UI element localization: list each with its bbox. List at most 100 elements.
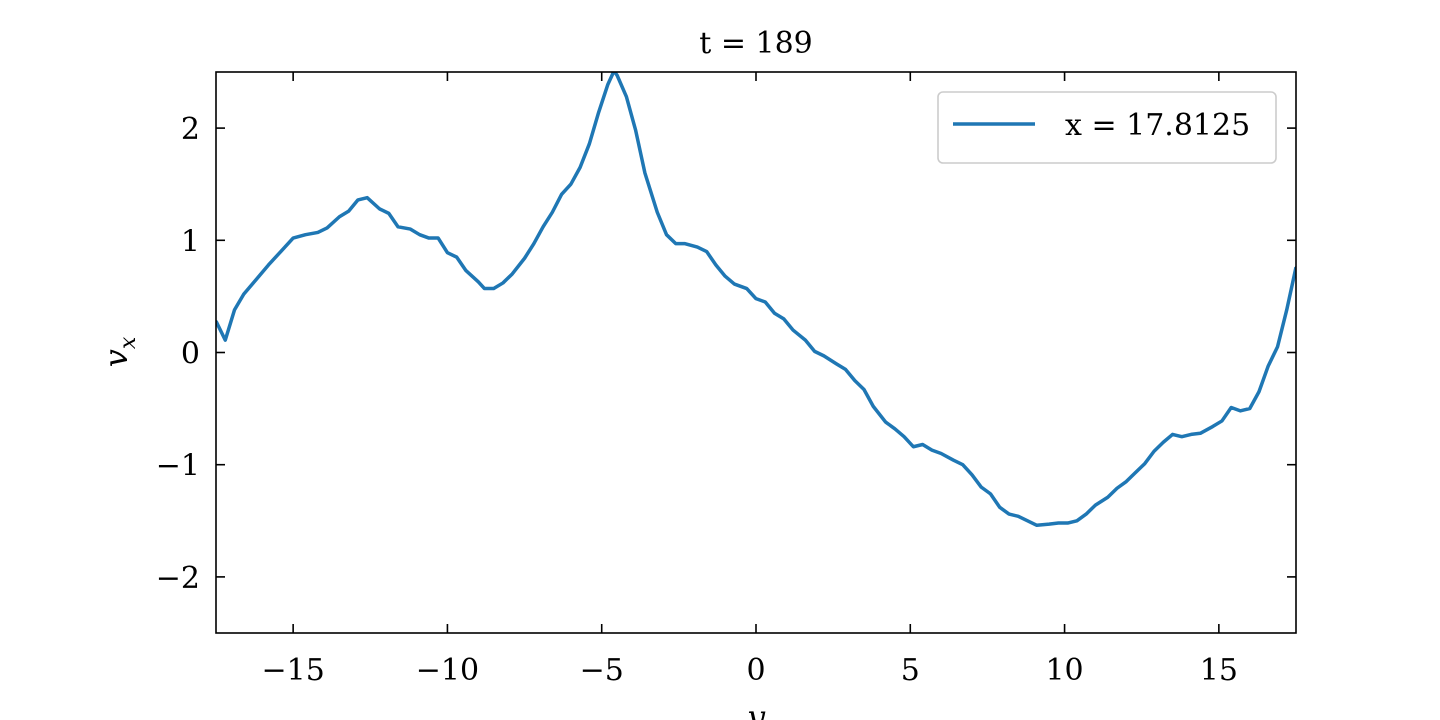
data-point [446,251,449,254]
x-axis: −15 −10 −5 0 5 10 15 [261,72,1238,688]
data-point [242,292,245,296]
legend-label: x = 17.8125 [1065,108,1250,143]
data-point [409,227,412,231]
data-point [492,287,495,290]
data-point [683,242,687,245]
data-point [588,142,591,146]
data-point [1017,515,1020,518]
data-point [1066,521,1069,525]
y-tick-label: 2 [181,112,200,147]
data-point [378,207,381,211]
x-tick-label: −10 [416,653,479,688]
data-point [1239,409,1242,413]
data-point [893,427,897,430]
data-point [884,420,887,424]
data-point [233,308,236,312]
data-point [791,328,795,332]
data-point [980,485,983,489]
y-axis-label-main: v [97,349,135,367]
data-point [427,236,431,240]
data-point [912,445,915,448]
data-point [921,443,924,446]
data-point [634,129,637,132]
data-point [705,250,708,253]
x-tick-label: 10 [1045,653,1083,688]
data-point [723,275,727,278]
series-layer [216,72,1296,528]
x-tick-label: −5 [580,653,624,688]
data-point [952,459,955,462]
data-point [455,255,458,259]
y-tick-label: −1 [156,449,200,484]
data-point [501,281,505,285]
data-point [1152,450,1156,453]
data-point [418,233,421,236]
y-axis-label-subscript: x [116,336,141,349]
y-tick-label: −2 [156,561,200,596]
data-point [1084,512,1088,516]
data-point [989,492,992,496]
data-point [1199,432,1202,435]
data-point [930,448,934,452]
data-point [1162,441,1165,444]
data-point [477,280,480,284]
data-point [1075,519,1079,522]
data-point [523,257,526,260]
data-point [532,242,536,245]
data-point [279,250,282,253]
data-point [1189,433,1193,436]
data-point [625,95,628,98]
data-point [578,166,582,169]
data-point [560,193,563,196]
data-point [764,300,767,304]
chart-title: t = 189 [699,26,813,61]
x-tick-label: −15 [261,653,324,688]
y-tick-label: 1 [181,224,200,259]
data-point [1047,522,1051,526]
y-axis: −2 −1 0 1 2 [156,112,1296,596]
data-point [998,506,1001,509]
x-tick-label: 15 [1200,653,1238,688]
data-point [902,435,906,438]
data-point [1125,480,1128,483]
data-point [551,211,554,214]
data-point [1057,521,1060,525]
data-point [1094,503,1097,507]
data-point [782,317,785,321]
data-point [939,452,943,455]
data-point [1026,519,1029,522]
data-point [1007,512,1011,516]
data-point [541,225,545,229]
data-point [464,269,468,272]
data-point [733,282,736,286]
data-point [304,233,307,236]
data-point [674,242,677,245]
data-point [254,278,258,281]
data-point [970,473,974,476]
data-point [1248,407,1251,410]
data-point [291,236,295,240]
data-point [656,211,659,214]
data-point [511,272,514,276]
data-point [1106,496,1109,499]
data-point [606,83,610,86]
data-point [436,236,440,240]
data-point [569,183,573,186]
x-tick-label: 0 [746,653,765,688]
data-point [356,198,360,202]
data-point [1220,419,1224,423]
data-point [1276,345,1279,349]
data-point [643,171,647,175]
data-point [1171,433,1174,436]
data-point [872,405,875,408]
data-point [267,263,270,267]
data-point [483,287,486,290]
x-tick-label: 5 [901,653,920,688]
data-point [325,226,329,230]
data-point [1211,425,1214,428]
data-point [665,233,668,236]
data-point [1285,308,1288,312]
data-point [1035,524,1039,527]
data-point [366,196,369,199]
